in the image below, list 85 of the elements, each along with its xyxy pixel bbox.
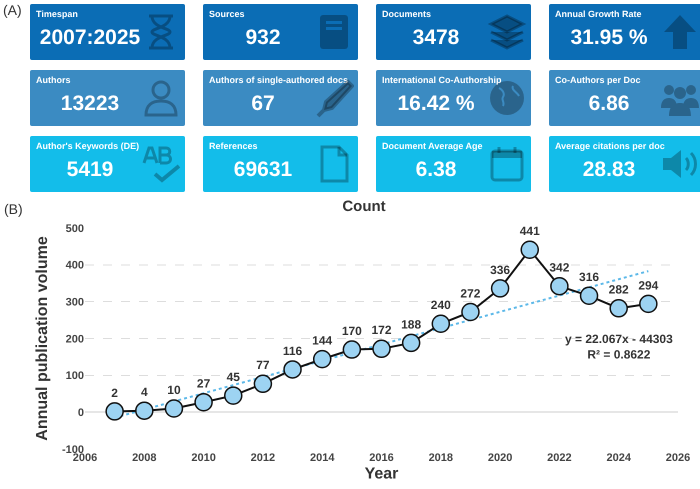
x-tick-label: 2014 xyxy=(310,452,336,464)
point xyxy=(164,399,184,418)
data-label: 172 xyxy=(371,323,392,338)
point xyxy=(461,302,480,322)
category-label: Authors xyxy=(36,75,70,85)
data-label: 336 xyxy=(490,262,510,277)
text: 3478 xyxy=(412,26,460,49)
x-tick-label: 2022 xyxy=(547,452,572,464)
text: 28.83 xyxy=(582,158,636,181)
data-label: 188 xyxy=(401,317,422,332)
annotation: y = 22.067x - 44303 R² = 0.8622 xyxy=(565,332,674,362)
point xyxy=(520,240,539,259)
y-tick-label: 100 xyxy=(66,370,84,382)
text: 13223 xyxy=(60,92,120,115)
text: 6.38 xyxy=(416,158,456,181)
chart-title: Count xyxy=(342,198,386,215)
point xyxy=(639,294,658,314)
x-tick-label: 2018 xyxy=(428,452,454,464)
data-label: 4 xyxy=(140,385,148,400)
category-label: Documents xyxy=(382,9,432,19)
category-label: Authors of single-authored docs xyxy=(209,75,348,85)
text: 6.86 xyxy=(588,92,630,115)
data-label: 27 xyxy=(196,376,211,391)
x-tick-label: 2016 xyxy=(369,452,394,464)
category-label: Author's Keywords (DE) xyxy=(36,141,140,151)
data-label: 441 xyxy=(520,224,540,238)
x-axis-title: Year xyxy=(364,466,398,483)
text: 5419 xyxy=(66,158,114,181)
data-label: 282 xyxy=(608,282,630,297)
text: 31.95 % xyxy=(570,26,648,49)
text: (A) xyxy=(3,2,22,18)
data-label: 116 xyxy=(282,344,303,358)
text: 16.42 % xyxy=(397,92,475,115)
point xyxy=(402,334,420,352)
data-label: 2 xyxy=(111,386,118,400)
text: 67 xyxy=(251,92,275,115)
x-tick-label: 2020 xyxy=(488,452,512,464)
point xyxy=(342,340,362,359)
point xyxy=(609,299,628,318)
data-label: 77 xyxy=(256,358,270,372)
data-label: 240 xyxy=(430,298,452,312)
x-tick-label: 2024 xyxy=(606,452,632,464)
point xyxy=(224,386,242,405)
point xyxy=(312,350,332,368)
y-tick-label: 200 xyxy=(66,333,84,346)
text: 932 xyxy=(245,26,281,49)
data-label: 316 xyxy=(579,270,600,284)
point xyxy=(283,360,302,379)
x-tick-label: 2006 xyxy=(72,452,98,464)
text: (B) xyxy=(4,201,23,217)
category-label: Sources xyxy=(209,9,245,19)
category-label: Average citations per doc xyxy=(555,141,665,151)
category-label: Document Average Age xyxy=(382,141,483,151)
point xyxy=(580,286,598,306)
text: 2007:2025 xyxy=(40,26,140,49)
x-tick-label: 2026 xyxy=(666,452,690,464)
point xyxy=(135,401,154,420)
category-label: References xyxy=(209,141,258,151)
y-tick-label: 400 xyxy=(66,260,84,272)
data-label: 10 xyxy=(167,382,181,397)
point xyxy=(490,279,510,298)
category-label: International Co-Authorship xyxy=(382,75,502,85)
point xyxy=(105,402,124,421)
text: 69631 xyxy=(234,158,292,181)
point xyxy=(432,314,450,334)
x-tick-label: 2008 xyxy=(132,452,157,464)
data-label: 144 xyxy=(312,334,333,348)
y-tick-label: 300 xyxy=(66,296,84,309)
x-tick-label: 2010 xyxy=(191,452,216,464)
x-tick-label: 2012 xyxy=(250,452,276,464)
y-tick-label: 0 xyxy=(78,407,84,420)
data-label: 342 xyxy=(549,260,570,275)
point xyxy=(194,392,213,412)
data-label: 45 xyxy=(226,370,240,384)
category-label: Co-Authors per Doc xyxy=(555,75,640,85)
data-label: 170 xyxy=(342,324,362,338)
y-tick-label: 500 xyxy=(66,222,84,235)
category-label: Annual Growth Rate xyxy=(555,9,642,19)
point xyxy=(372,340,391,358)
y-axis-title: Annual publication volume xyxy=(34,236,51,441)
point xyxy=(254,374,272,394)
point xyxy=(550,276,569,296)
data-label: 272 xyxy=(460,286,481,300)
category-label: Timespan xyxy=(36,9,78,19)
data-label: 294 xyxy=(638,278,659,292)
